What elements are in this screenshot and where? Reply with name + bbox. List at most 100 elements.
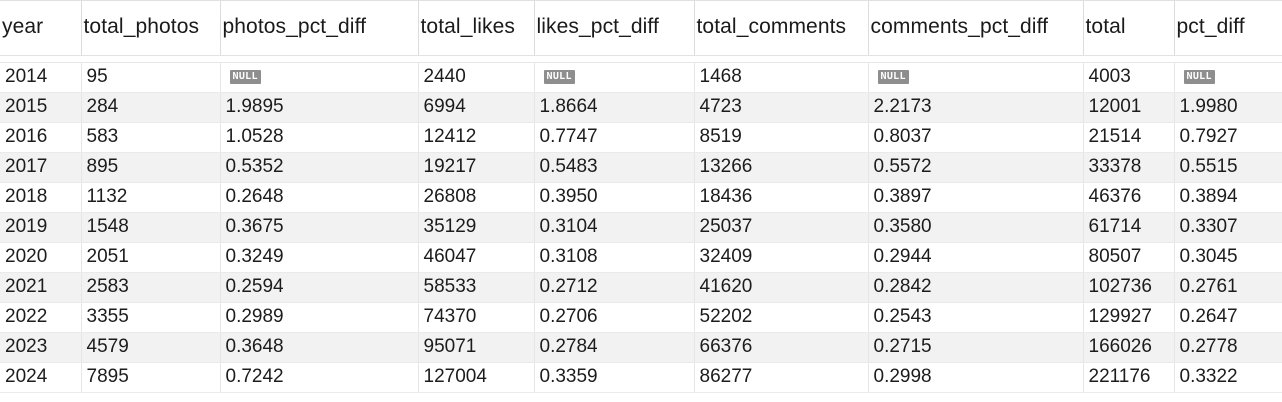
cell-comments-pct-diff[interactable]: 0.2944 xyxy=(868,242,1084,273)
cell-year[interactable]: 2021 xyxy=(0,272,82,303)
cell-total-comments[interactable]: 66376 xyxy=(694,332,869,363)
cell-total[interactable]: 46376 xyxy=(1083,182,1175,213)
cell-year[interactable]: 2017 xyxy=(0,152,82,183)
cell-year[interactable]: 2016 xyxy=(0,122,82,153)
cell-comments-pct-diff[interactable]: 2.2173 xyxy=(868,92,1084,123)
cell-photos-pct-diff[interactable]: 0.2989 xyxy=(220,302,419,333)
cell-likes-pct-diff[interactable]: NULL xyxy=(534,62,695,93)
cell-total-photos[interactable]: 895 xyxy=(81,152,221,183)
cell-total-photos[interactable]: 4579 xyxy=(81,332,221,363)
cell-total-comments[interactable]: 18436 xyxy=(694,182,869,213)
table-row[interactable]: 2019 1548 0.3675 35129 0.3104 25037 0.3580 6171… xyxy=(0,212,1282,243)
table-row[interactable]: 2020 2051 0.3249 46047 0.3108 32409 0.2944 8050… xyxy=(0,242,1282,273)
cell-total-likes[interactable]: 127004 xyxy=(418,362,535,393)
cell-pct-diff[interactable]: 0.5515 xyxy=(1174,152,1282,183)
cell-total-comments[interactable]: 4723 xyxy=(694,92,869,123)
cell-photos-pct-diff[interactable]: 0.5352 xyxy=(220,152,419,183)
cell-year[interactable]: 2014 xyxy=(0,62,82,93)
cell-total[interactable]: 12001 xyxy=(1083,92,1175,123)
cell-total-likes[interactable]: 2440 xyxy=(418,62,535,93)
cell-pct-diff[interactable]: 0.7927 xyxy=(1174,122,1282,153)
cell-pct-diff[interactable]: 0.3894 xyxy=(1174,182,1282,213)
cell-comments-pct-diff[interactable]: 0.3897 xyxy=(868,182,1084,213)
cell-total[interactable]: 102736 xyxy=(1083,272,1175,303)
cell-total-photos[interactable]: 95 xyxy=(81,62,221,93)
table-row[interactable]: 2015 284 1.9895 6994 1.8664 4723 2.2173 12001 1.… xyxy=(0,92,1282,123)
cell-comments-pct-diff[interactable]: 0.2715 xyxy=(868,332,1084,363)
table-row[interactable]: 2016 583 1.0528 12412 0.7747 8519 0.8037 21514 0… xyxy=(0,122,1282,153)
cell-pct-diff[interactable]: 1.9980 xyxy=(1174,92,1282,123)
cell-total-likes[interactable]: 46047 xyxy=(418,242,535,273)
column-header-total[interactable]: total xyxy=(1083,0,1175,56)
cell-comments-pct-diff[interactable]: 0.2543 xyxy=(868,302,1084,333)
cell-pct-diff[interactable]: 0.3322 xyxy=(1174,362,1282,393)
cell-likes-pct-diff[interactable]: 0.3950 xyxy=(534,182,695,213)
cell-total-comments[interactable]: 32409 xyxy=(694,242,869,273)
cell-photos-pct-diff[interactable]: 0.3249 xyxy=(220,242,419,273)
column-header-year[interactable]: year xyxy=(0,0,82,56)
column-header-pct-diff[interactable]: pct_diff xyxy=(1174,0,1282,56)
cell-total-comments[interactable]: 41620 xyxy=(694,272,869,303)
cell-year[interactable]: 2022 xyxy=(0,302,82,333)
cell-total-likes[interactable]: 6994 xyxy=(418,92,535,123)
cell-photos-pct-diff[interactable]: 1.9895 xyxy=(220,92,419,123)
cell-total-photos[interactable]: 1548 xyxy=(81,212,221,243)
cell-total-photos[interactable]: 2583 xyxy=(81,272,221,303)
cell-photos-pct-diff[interactable]: 0.7242 xyxy=(220,362,419,393)
cell-photos-pct-diff[interactable]: 0.3675 xyxy=(220,212,419,243)
cell-comments-pct-diff[interactable]: 0.8037 xyxy=(868,122,1084,153)
cell-total-photos[interactable]: 2051 xyxy=(81,242,221,273)
cell-photos-pct-diff[interactable]: 1.0528 xyxy=(220,122,419,153)
cell-photos-pct-diff[interactable]: 0.3648 xyxy=(220,332,419,363)
cell-total-comments[interactable]: 25037 xyxy=(694,212,869,243)
cell-pct-diff[interactable]: 0.2761 xyxy=(1174,272,1282,303)
cell-comments-pct-diff[interactable]: 0.2842 xyxy=(868,272,1084,303)
cell-total[interactable]: 61714 xyxy=(1083,212,1175,243)
cell-total-comments[interactable]: 8519 xyxy=(694,122,869,153)
cell-comments-pct-diff[interactable]: 0.3580 xyxy=(868,212,1084,243)
cell-year[interactable]: 2023 xyxy=(0,332,82,363)
cell-likes-pct-diff[interactable]: 0.3359 xyxy=(534,362,695,393)
table-row[interactable]: 2021 2583 0.2594 58533 0.2712 41620 0.2842 1027… xyxy=(0,272,1282,303)
column-header-total-comments[interactable]: total_comments xyxy=(694,0,869,56)
cell-total-comments[interactable]: 1468 xyxy=(694,62,869,93)
cell-photos-pct-diff[interactable]: 0.2594 xyxy=(220,272,419,303)
cell-year[interactable]: 2020 xyxy=(0,242,82,273)
table-row[interactable]: 2014 95 NULL 2440 NULL 1468 NULL 4003 NULL xyxy=(0,62,1282,93)
cell-year[interactable]: 2015 xyxy=(0,92,82,123)
cell-total-photos[interactable]: 3355 xyxy=(81,302,221,333)
cell-pct-diff[interactable]: 0.2778 xyxy=(1174,332,1282,363)
cell-total-comments[interactable]: 86277 xyxy=(694,362,869,393)
cell-pct-diff[interactable]: 0.3307 xyxy=(1174,212,1282,243)
cell-total[interactable]: 221176 xyxy=(1083,362,1175,393)
cell-total-likes[interactable]: 19217 xyxy=(418,152,535,183)
cell-likes-pct-diff[interactable]: 0.2712 xyxy=(534,272,695,303)
cell-total[interactable]: 166026 xyxy=(1083,332,1175,363)
cell-total-photos[interactable]: 583 xyxy=(81,122,221,153)
table-row[interactable]: 2023 4579 0.3648 95071 0.2784 66376 0.2715 1660… xyxy=(0,332,1282,363)
table-row[interactable]: 2018 1132 0.2648 26808 0.3950 18436 0.3897 4637… xyxy=(0,182,1282,213)
column-header-likes-pct-diff[interactable]: likes_pct_diff xyxy=(534,0,695,56)
cell-pct-diff[interactable]: 0.3045 xyxy=(1174,242,1282,273)
cell-likes-pct-diff[interactable]: 0.5483 xyxy=(534,152,695,183)
cell-year[interactable]: 2018 xyxy=(0,182,82,213)
cell-total[interactable]: 80507 xyxy=(1083,242,1175,273)
cell-total-likes[interactable]: 35129 xyxy=(418,212,535,243)
cell-total-likes[interactable]: 74370 xyxy=(418,302,535,333)
column-header-total-likes[interactable]: total_likes xyxy=(418,0,535,56)
table-row[interactable]: 2017 895 0.5352 19217 0.5483 13266 0.5572 33378… xyxy=(0,152,1282,183)
cell-year[interactable]: 2024 xyxy=(0,362,82,393)
table-row[interactable]: 2024 7895 0.7242 127004 0.3359 86277 0.2998 221… xyxy=(0,362,1282,393)
cell-total[interactable]: 4003 xyxy=(1083,62,1175,93)
cell-total-likes[interactable]: 58533 xyxy=(418,272,535,303)
cell-likes-pct-diff[interactable]: 0.3108 xyxy=(534,242,695,273)
cell-comments-pct-diff[interactable]: 0.5572 xyxy=(868,152,1084,183)
cell-likes-pct-diff[interactable]: 0.2706 xyxy=(534,302,695,333)
cell-year[interactable]: 2019 xyxy=(0,212,82,243)
cell-total-likes[interactable]: 95071 xyxy=(418,332,535,363)
cell-comments-pct-diff[interactable]: NULL xyxy=(868,62,1084,93)
cell-total-likes[interactable]: 12412 xyxy=(418,122,535,153)
cell-total-comments[interactable]: 13266 xyxy=(694,152,869,183)
cell-total[interactable]: 21514 xyxy=(1083,122,1175,153)
cell-total-likes[interactable]: 26808 xyxy=(418,182,535,213)
